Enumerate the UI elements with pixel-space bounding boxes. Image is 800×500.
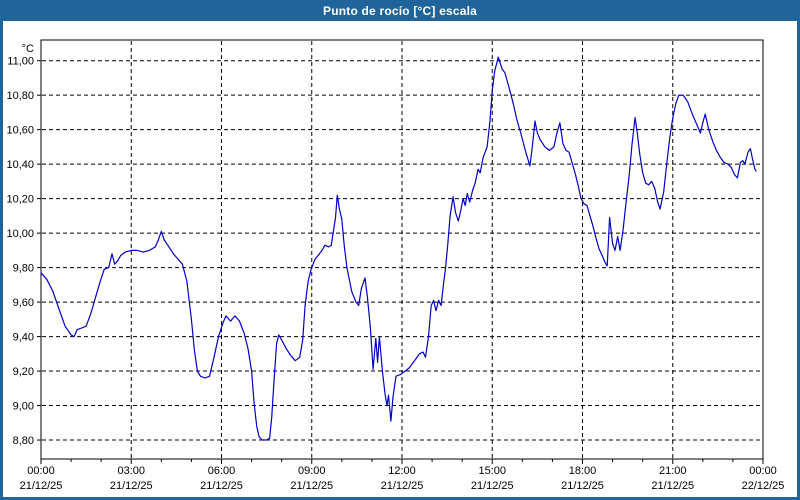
x-tick-time-label: 12:00 xyxy=(388,465,416,477)
x-tick-time-label: 03:00 xyxy=(117,465,145,477)
y-tick-label: 8,80 xyxy=(13,435,34,447)
y-tick-label: 10,40 xyxy=(6,159,34,171)
x-tick-time-label: 21:00 xyxy=(659,465,687,477)
y-tick-label: 9,00 xyxy=(13,401,34,413)
x-tick-time-label: 09:00 xyxy=(298,465,326,477)
y-tick-label: 9,20 xyxy=(13,366,34,378)
x-tick-date-label: 21/12/25 xyxy=(200,480,243,492)
x-tick-time-label: 18:00 xyxy=(569,465,597,477)
x-tick-time-label: 06:00 xyxy=(208,465,236,477)
y-axis-unit-label: °C xyxy=(22,43,34,55)
x-tick-time-label: 15:00 xyxy=(478,465,506,477)
x-tick-date-label: 21/12/25 xyxy=(471,480,514,492)
y-tick-label: 9,40 xyxy=(13,332,34,344)
data-line xyxy=(40,56,757,441)
x-tick-date-label: 22/12/25 xyxy=(742,480,785,492)
x-tick-date-label: 21/12/25 xyxy=(20,480,63,492)
x-tick-date-label: 21/12/25 xyxy=(561,480,604,492)
y-tick-label: 10,80 xyxy=(6,90,34,102)
y-tick-label: 9,80 xyxy=(13,263,34,275)
x-tick-time-label: 00:00 xyxy=(749,465,777,477)
y-tick-label: 10,60 xyxy=(6,125,34,137)
title-bar: Punto de rocío [°C] escala xyxy=(3,0,797,21)
y-tick-label: 10,00 xyxy=(6,228,34,240)
x-tick-date-label: 21/12/25 xyxy=(290,480,333,492)
y-tick-label: 9,60 xyxy=(13,297,34,309)
x-tick-date-label: 21/12/25 xyxy=(651,480,694,492)
y-tick-label: 10,20 xyxy=(6,194,34,206)
x-tick-date-label: 21/12/25 xyxy=(381,480,424,492)
x-tick-time-label: 00:00 xyxy=(27,465,55,477)
window-title: Punto de rocío [°C] escala xyxy=(322,3,478,18)
plot-area xyxy=(40,39,764,460)
y-tick-label: 11,00 xyxy=(7,56,34,68)
x-tick-date-label: 21/12/25 xyxy=(110,480,153,492)
